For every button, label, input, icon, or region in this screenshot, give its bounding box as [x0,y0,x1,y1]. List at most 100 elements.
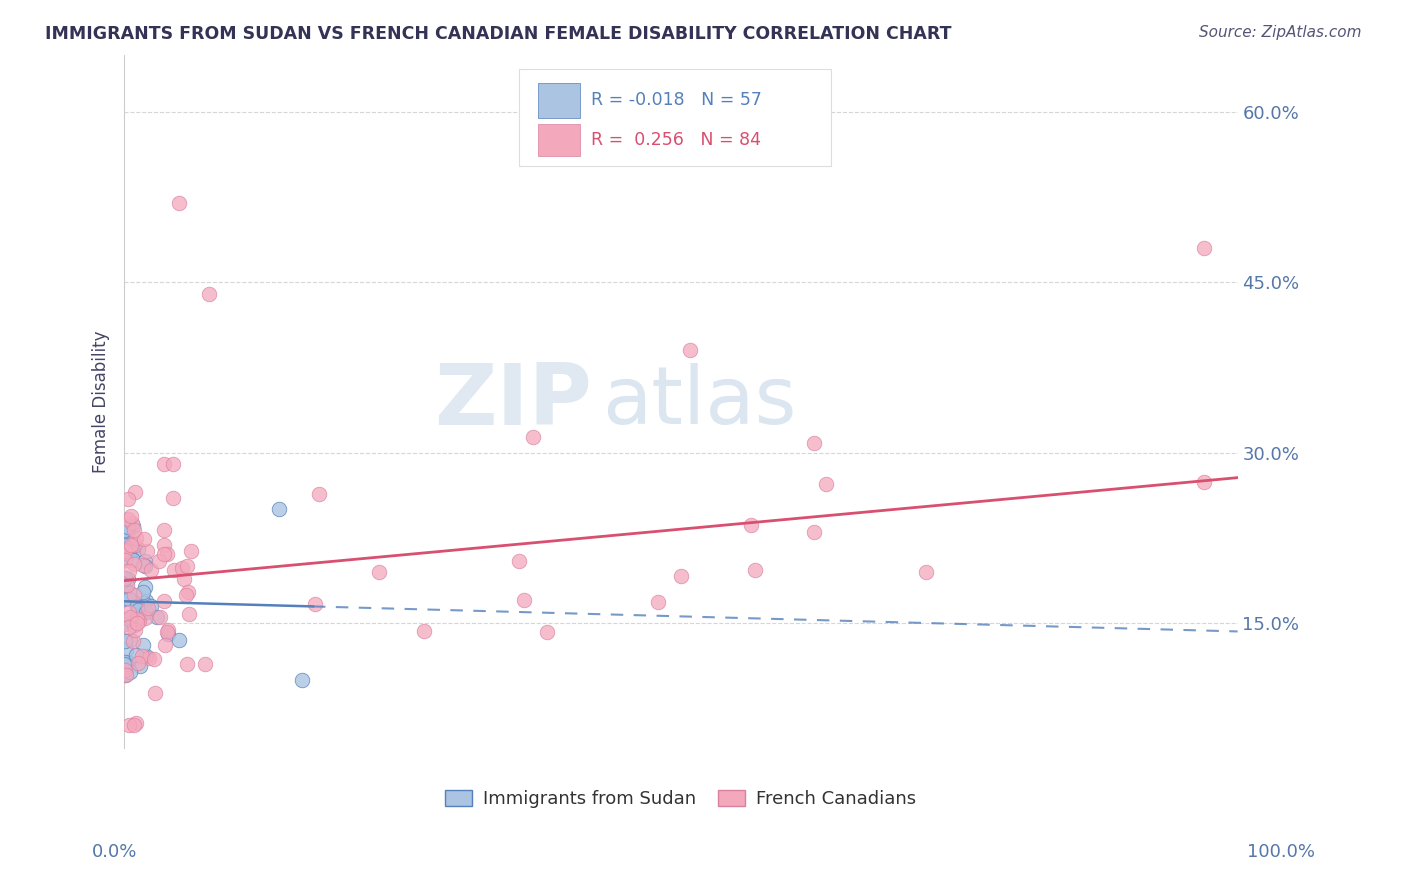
Point [127,596,149,610]
Point [176,559,198,574]
Text: ZIP: ZIP [433,360,592,443]
Point [669,568,692,582]
Text: atlas: atlas [603,362,797,441]
Point [172,561,194,575]
Point [114,544,136,558]
Point [127,657,149,671]
Text: IMMIGRANTS FROM SUDAN VS FRENCH CANADIAN FEMALE DISABILITY CORRELATION CHART: IMMIGRANTS FROM SUDAN VS FRENCH CANADIAN… [45,25,952,43]
Point [121,543,143,558]
Point [114,634,136,648]
Point [156,625,179,640]
Point [115,667,138,681]
Point [125,715,148,730]
Point [413,624,436,638]
Point [112,657,135,671]
Point [173,572,195,586]
Point [125,648,148,662]
Point [136,600,159,615]
Point [122,634,145,648]
Point [122,552,145,566]
Point [125,612,148,626]
Point [114,655,136,669]
Point [127,603,149,617]
Point [131,558,153,572]
Point [162,563,184,577]
Point [508,554,530,568]
Point [152,538,174,552]
Text: 0.0%: 0.0% [91,843,136,861]
Point [146,610,169,624]
Point [167,195,190,210]
Point [114,663,136,677]
Point [167,633,190,648]
Point [117,577,139,591]
Point [117,512,139,526]
Point [117,525,139,540]
Point [157,623,180,637]
Text: 100.0%: 100.0% [1247,843,1315,861]
Point [118,564,141,578]
Text: Source: ZipAtlas.com: Source: ZipAtlas.com [1198,25,1361,40]
Bar [538,83,581,118]
Point [179,607,201,621]
Point [120,538,142,552]
Point [117,655,139,669]
Point [139,563,162,577]
Point [129,659,152,673]
Point [152,458,174,472]
Point [118,718,141,732]
Point [291,673,314,687]
Point [122,519,145,533]
Point [120,586,142,600]
Point [121,516,143,530]
Point [128,615,150,629]
Point [125,531,148,545]
Point [122,588,145,602]
Point [134,611,156,625]
Point [135,648,157,663]
Point [117,491,139,506]
Point [269,502,291,516]
Point [124,538,146,552]
Point [194,657,217,672]
Point [803,524,825,539]
Point [121,539,143,553]
Point [118,620,141,634]
Point [112,523,135,537]
Point [308,487,330,501]
Point [1192,241,1215,255]
Point [162,491,184,506]
Point [132,596,155,610]
Point [114,550,136,565]
Point [513,593,536,607]
Point [114,553,136,567]
Legend: Immigrants from Sudan, French Canadians: Immigrants from Sudan, French Canadians [439,782,924,815]
Point [120,508,142,523]
Point [678,343,700,358]
Point [115,615,138,630]
Text: R =  0.256   N = 84: R = 0.256 N = 84 [592,131,762,149]
Point [118,665,141,679]
Point [118,605,141,619]
Point [135,594,157,608]
Point [122,618,145,632]
Point [127,541,149,556]
Point [114,615,136,629]
Point [138,651,160,665]
Point [744,563,766,577]
Point [124,557,146,571]
Point [118,612,141,626]
Point [536,624,558,639]
Point [148,554,170,568]
Point [141,599,163,613]
Point [815,477,838,491]
Point [134,533,156,547]
Point [131,648,153,663]
Point [153,638,176,652]
Point [368,566,391,580]
Point [153,547,176,561]
Point [118,591,141,606]
Point [142,652,165,666]
Point [157,627,180,641]
Point [152,523,174,537]
